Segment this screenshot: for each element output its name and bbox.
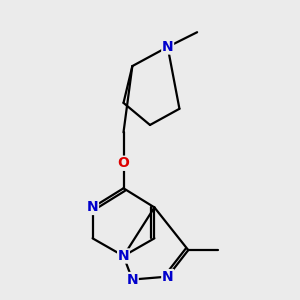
Text: N: N	[127, 273, 138, 286]
Text: N: N	[118, 249, 129, 263]
Text: O: O	[118, 156, 129, 170]
Text: N: N	[87, 200, 98, 214]
Text: N: N	[162, 40, 173, 54]
Text: N: N	[162, 270, 173, 283]
